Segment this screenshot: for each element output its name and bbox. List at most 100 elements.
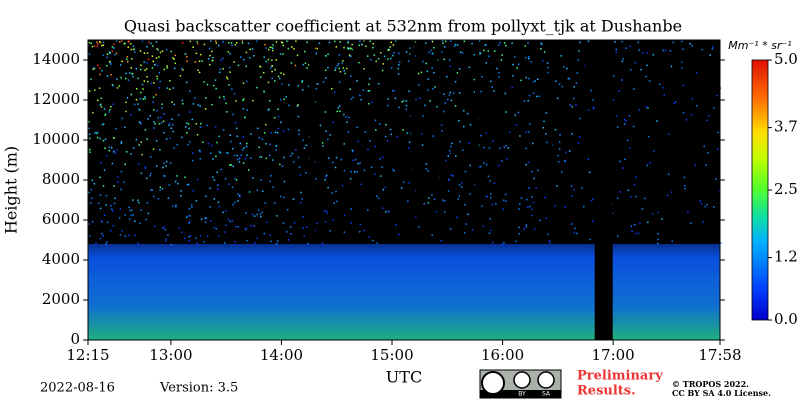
speckle xyxy=(388,49,390,51)
speckle xyxy=(579,41,581,44)
speckle xyxy=(293,48,295,50)
speckle xyxy=(159,149,161,151)
speckle xyxy=(245,80,248,83)
speckle xyxy=(630,225,632,227)
speckle xyxy=(327,66,329,69)
speckle xyxy=(158,71,161,74)
speckle xyxy=(418,84,420,86)
speckle xyxy=(569,78,571,80)
speckle xyxy=(365,45,367,47)
speckle xyxy=(89,133,91,136)
x-tick-label: 15:00 xyxy=(370,346,413,364)
y-tick-label: 0 xyxy=(70,330,80,348)
speckle xyxy=(335,46,338,48)
speckle xyxy=(245,65,248,68)
speckle xyxy=(381,207,384,209)
speckle xyxy=(308,85,310,88)
speckle xyxy=(152,45,154,47)
speckle xyxy=(199,105,201,107)
speckle xyxy=(440,51,443,53)
speckle xyxy=(180,194,182,197)
speckle xyxy=(129,72,131,74)
logo-cc xyxy=(481,371,505,395)
speckle xyxy=(487,50,490,52)
speckle xyxy=(542,126,544,129)
speckle xyxy=(387,98,390,100)
speckle xyxy=(180,190,182,192)
speckle xyxy=(669,50,672,52)
speckle xyxy=(498,44,500,46)
speckle xyxy=(104,114,106,116)
speckle xyxy=(233,61,235,63)
speckle xyxy=(151,55,154,57)
speckle xyxy=(408,90,410,92)
speckle xyxy=(217,184,219,186)
speckle xyxy=(296,105,299,107)
speckle xyxy=(240,154,243,157)
speckle xyxy=(374,145,376,148)
speckle xyxy=(568,150,571,152)
speckle xyxy=(160,121,163,124)
speckle xyxy=(612,75,615,77)
speckle xyxy=(199,126,202,128)
speckle xyxy=(121,229,123,232)
speckle xyxy=(682,111,685,114)
speckle xyxy=(138,144,140,146)
speckle xyxy=(461,149,464,151)
speckle xyxy=(299,174,302,176)
speckle xyxy=(259,213,262,215)
speckle xyxy=(489,180,492,182)
speckle xyxy=(442,199,444,201)
speckle xyxy=(282,222,285,224)
speckle xyxy=(256,189,259,192)
speckle xyxy=(360,99,362,101)
speckle xyxy=(150,42,152,45)
speckle xyxy=(382,63,385,65)
speckle xyxy=(450,174,452,176)
speckle xyxy=(140,64,142,67)
speckle xyxy=(619,160,621,163)
speckle xyxy=(282,73,285,76)
speckle xyxy=(197,104,199,106)
speckle xyxy=(152,60,155,63)
speckle xyxy=(426,70,429,73)
speckle xyxy=(291,152,294,155)
speckle xyxy=(117,176,119,178)
speckle xyxy=(147,80,149,83)
speckle xyxy=(203,43,206,46)
speckle xyxy=(270,175,272,177)
speckle xyxy=(491,241,494,244)
speckle xyxy=(101,44,103,47)
speckle xyxy=(369,77,371,80)
colorbar xyxy=(751,59,769,321)
speckle xyxy=(433,46,435,49)
speckle xyxy=(99,42,102,44)
speckle xyxy=(126,58,128,61)
speckle xyxy=(272,186,274,188)
speckle xyxy=(325,174,328,177)
speckle xyxy=(260,76,262,78)
speckle xyxy=(350,75,352,77)
speckle xyxy=(265,157,267,160)
speckle xyxy=(216,171,219,174)
speckle xyxy=(142,98,145,100)
speckle xyxy=(342,67,345,69)
speckle xyxy=(156,78,159,80)
logo-sa xyxy=(537,371,555,389)
x-axis-label: UTC xyxy=(386,368,422,387)
speckle xyxy=(690,222,692,225)
speckle xyxy=(402,181,405,183)
speckle xyxy=(99,194,102,196)
speckle xyxy=(464,170,467,173)
speckle xyxy=(440,124,443,126)
speckle xyxy=(350,98,353,100)
cloud-shadow xyxy=(474,40,479,240)
speckle xyxy=(195,237,197,239)
speckle xyxy=(396,135,399,138)
speckle xyxy=(256,127,259,130)
speckle xyxy=(241,40,243,42)
speckle xyxy=(88,223,90,225)
speckle xyxy=(427,89,429,91)
speckle xyxy=(343,46,345,49)
speckle xyxy=(456,216,458,219)
